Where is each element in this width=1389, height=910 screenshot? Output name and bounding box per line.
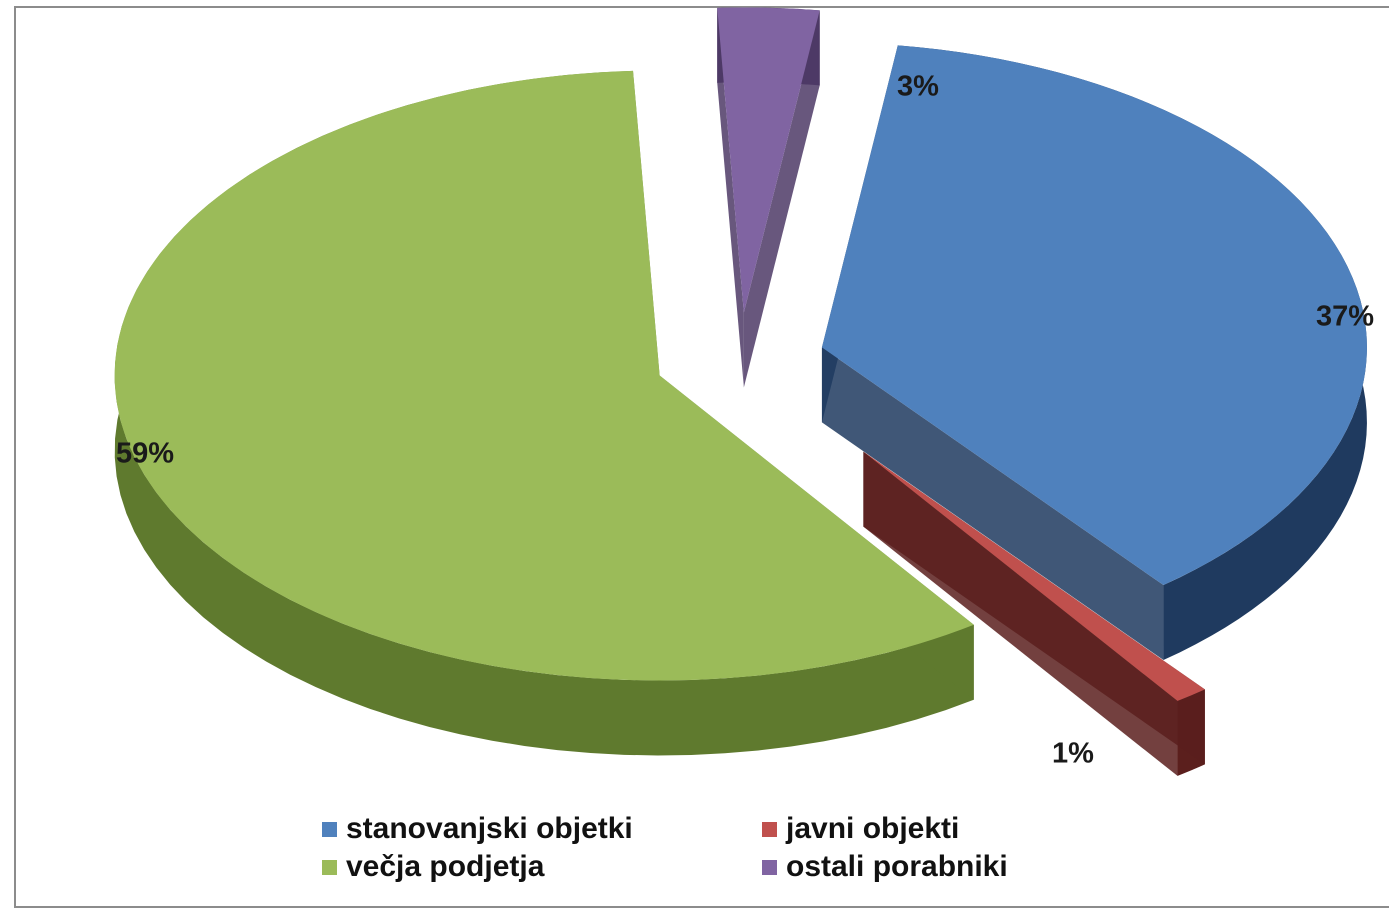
legend-swatch <box>322 821 337 837</box>
pie-slice-javni <box>863 451 1205 701</box>
data-label-javni: 1% <box>1052 738 1094 770</box>
legend-label: stanovanjski objetki <box>346 812 633 845</box>
pie-slice-ostali <box>717 7 820 313</box>
data-label-vecja: 59% <box>116 438 174 470</box>
legend-label: javni objekti <box>786 812 960 845</box>
pie-slice-vecja <box>114 70 974 681</box>
legend-label: večja podjetja <box>346 850 545 883</box>
legend-swatch <box>322 859 337 875</box>
legend-item-ostali: ostali porabniki <box>762 850 1008 884</box>
legend: stanovanjski objetki javni objekti večja… <box>322 812 1082 892</box>
legend-swatch <box>762 821 777 837</box>
pie-slice-wall-ostali <box>743 10 820 388</box>
legend-item-javni: javni objekti <box>762 812 959 846</box>
legend-label: ostali porabniki <box>786 850 1008 883</box>
pie-slice-side-vecja <box>114 70 974 756</box>
pie-slice-wall-ostali <box>717 7 744 388</box>
legend-item-vecja: večja podjetja <box>322 850 544 884</box>
pie-slice-wall-stanovanjski <box>821 347 1164 661</box>
data-label-stanovanjski: 37% <box>1316 301 1374 333</box>
legend-item-stanovanjski: stanovanjski objetki <box>322 812 633 846</box>
pie-slice-wall-javni <box>863 451 1178 776</box>
legend-swatch <box>762 859 777 875</box>
data-label-ostali: 3% <box>897 71 939 103</box>
pie-slice-stanovanjski <box>821 45 1367 586</box>
